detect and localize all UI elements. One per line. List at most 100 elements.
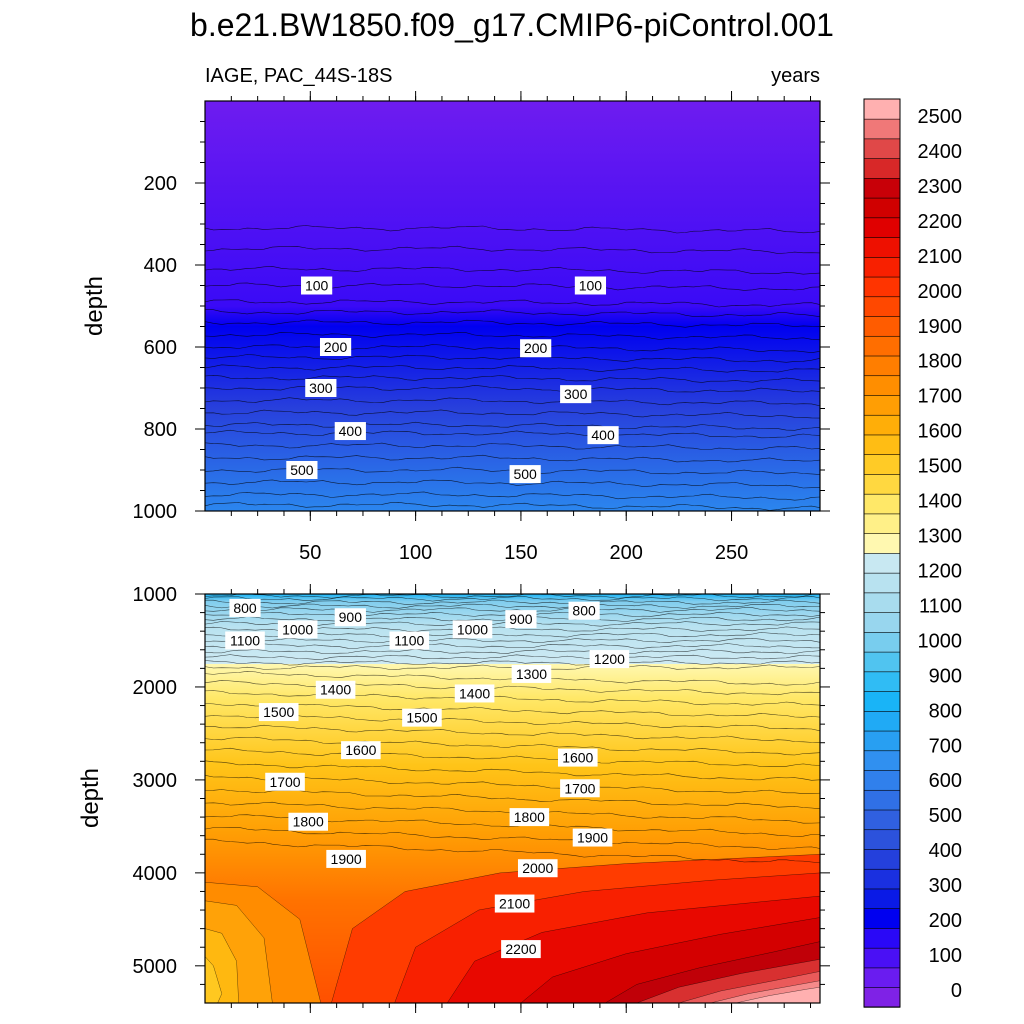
top-contour-label: 200 [520,339,552,358]
colorbar-swatch [863,315,901,337]
contour-label-box [509,465,541,484]
top-contour-line [205,421,820,431]
contour-label-box [574,276,607,295]
colorbar-swatch [863,809,901,831]
contour-label-text: 900 [339,609,363,625]
contour-label-box [319,338,352,356]
bottom-contour-line [205,643,820,649]
bottom-panel-y-axis-label: depth [77,768,104,828]
bottom-y-tick-label: 2000 [133,677,178,699]
contour-label-text: 1600 [562,750,593,766]
contour-label-text: 1500 [263,704,294,720]
contour-label-box [557,748,598,767]
bottom-contour-label: 1300 [511,664,552,683]
chart-subtitle-units: years [771,65,820,87]
top-contour-line [205,309,820,317]
colorbar-label: 2500 [918,106,963,128]
colorbar-swatch [863,177,901,199]
colorbar-label: 1500 [918,456,963,478]
top-panel-background [205,101,820,511]
contour-label-text: 800 [233,600,257,616]
colorbar-label: 2000 [918,281,963,303]
contour-label-text: 500 [290,462,314,478]
contour-label-text: 300 [309,380,333,396]
colorbar-swatch [863,138,901,159]
colorbar-swatch [863,493,901,515]
top-contour-label: 200 [319,338,352,356]
contour-label-text: 1100 [394,632,424,648]
bottom-contour-label: 1400 [454,684,495,703]
contour-label-text: 1200 [594,651,625,667]
contour-label-box [277,620,318,639]
colorbar-swatch [863,789,901,811]
bottom-contour-line [205,690,820,706]
colorbar-swatch [863,513,901,534]
top-contour-label: 100 [301,276,333,295]
contour-label-box [587,426,619,445]
top-contour-line [205,491,820,501]
contour-label-box [505,610,537,629]
colorbar-label: 2100 [918,246,963,268]
colorbar-swatch [863,710,901,732]
contour-label-box [288,812,329,831]
contour-label-text: 1600 [345,742,376,758]
colorbar-swatch [863,375,901,396]
colorbar-swatch [863,986,901,1008]
contour-label-text: 1000 [457,621,488,637]
contour-label-text: 1900 [331,851,362,867]
colorbar-swatch [863,888,901,910]
colorbar-swatch [863,276,901,298]
bottom-contour-label: 1800 [509,808,550,827]
top-contour-line [205,479,820,489]
bottom-contour-label: 1600 [341,741,381,760]
bottom-panel-field [205,594,820,1003]
contour-label-box [520,339,552,358]
top-contour-line [205,454,820,463]
western-young-band [205,956,223,1003]
contour-label-box [402,708,442,727]
colorbar-swatch [863,611,901,633]
bottom-contour-line [205,680,820,696]
bottom-y-tick-label: 3000 [133,770,178,792]
contour-label-box [568,601,600,620]
bottom-contour-label: 800 [229,598,261,617]
colorbar-label: 1200 [918,560,963,582]
colorbar-swatch [863,829,901,850]
top-contour-label: 100 [574,276,607,295]
chart-subtitle-variable: IAGE, PAC_44S-18S [205,65,393,87]
colorbar-swatch [863,868,901,890]
colorbar-swatch [863,631,901,653]
bottom-contour-label: 1600 [557,748,598,767]
chart-title: b.e21.BW1850.f09_g17.CMIP6-piControl.001 [190,7,834,43]
top-contour-label: 400 [587,426,619,445]
x-tick-label: 150 [504,542,537,564]
colorbar-swatch [863,927,901,949]
colorbar-swatch [863,296,901,317]
axes: 200 400 600 800 1000 50 100 150 200 250 1000 2000 30… [133,91,830,1013]
colorbar-label: 1800 [918,351,963,373]
contour-labels: 100 100 200 200 300 300 400 400 500 500 800 900 800 9… [225,276,630,959]
top-contour-line [205,397,820,407]
bottom-contour-label: 1400 [315,680,356,699]
top-contour-label: 300 [560,385,592,404]
bottom-contour-label: 1000 [277,620,318,639]
x-tick-label: 250 [715,542,748,564]
contour-label-text: 1900 [577,830,608,846]
colorbar-swatch [863,690,901,712]
bottom-panel-bands [205,854,820,1003]
colorbar-swatch [863,118,901,140]
top-panel-y-axis-label: depth [81,276,108,336]
top-contour-line [205,429,820,439]
top-contour-line [205,331,820,341]
colorbar-label: 100 [929,945,962,967]
x-tick-label: 100 [399,542,432,564]
colorbar-swatch [863,532,901,554]
bottom-contour-label: 1200 [589,650,630,669]
colorbar-frame [863,98,901,1008]
top-contour-label: 500 [509,465,541,484]
contour-label-box [572,828,613,847]
colorbar-label: 2400 [918,141,963,163]
top-contour-line [205,501,820,511]
contour-label-box [511,664,552,683]
top-contour-line [205,354,820,363]
